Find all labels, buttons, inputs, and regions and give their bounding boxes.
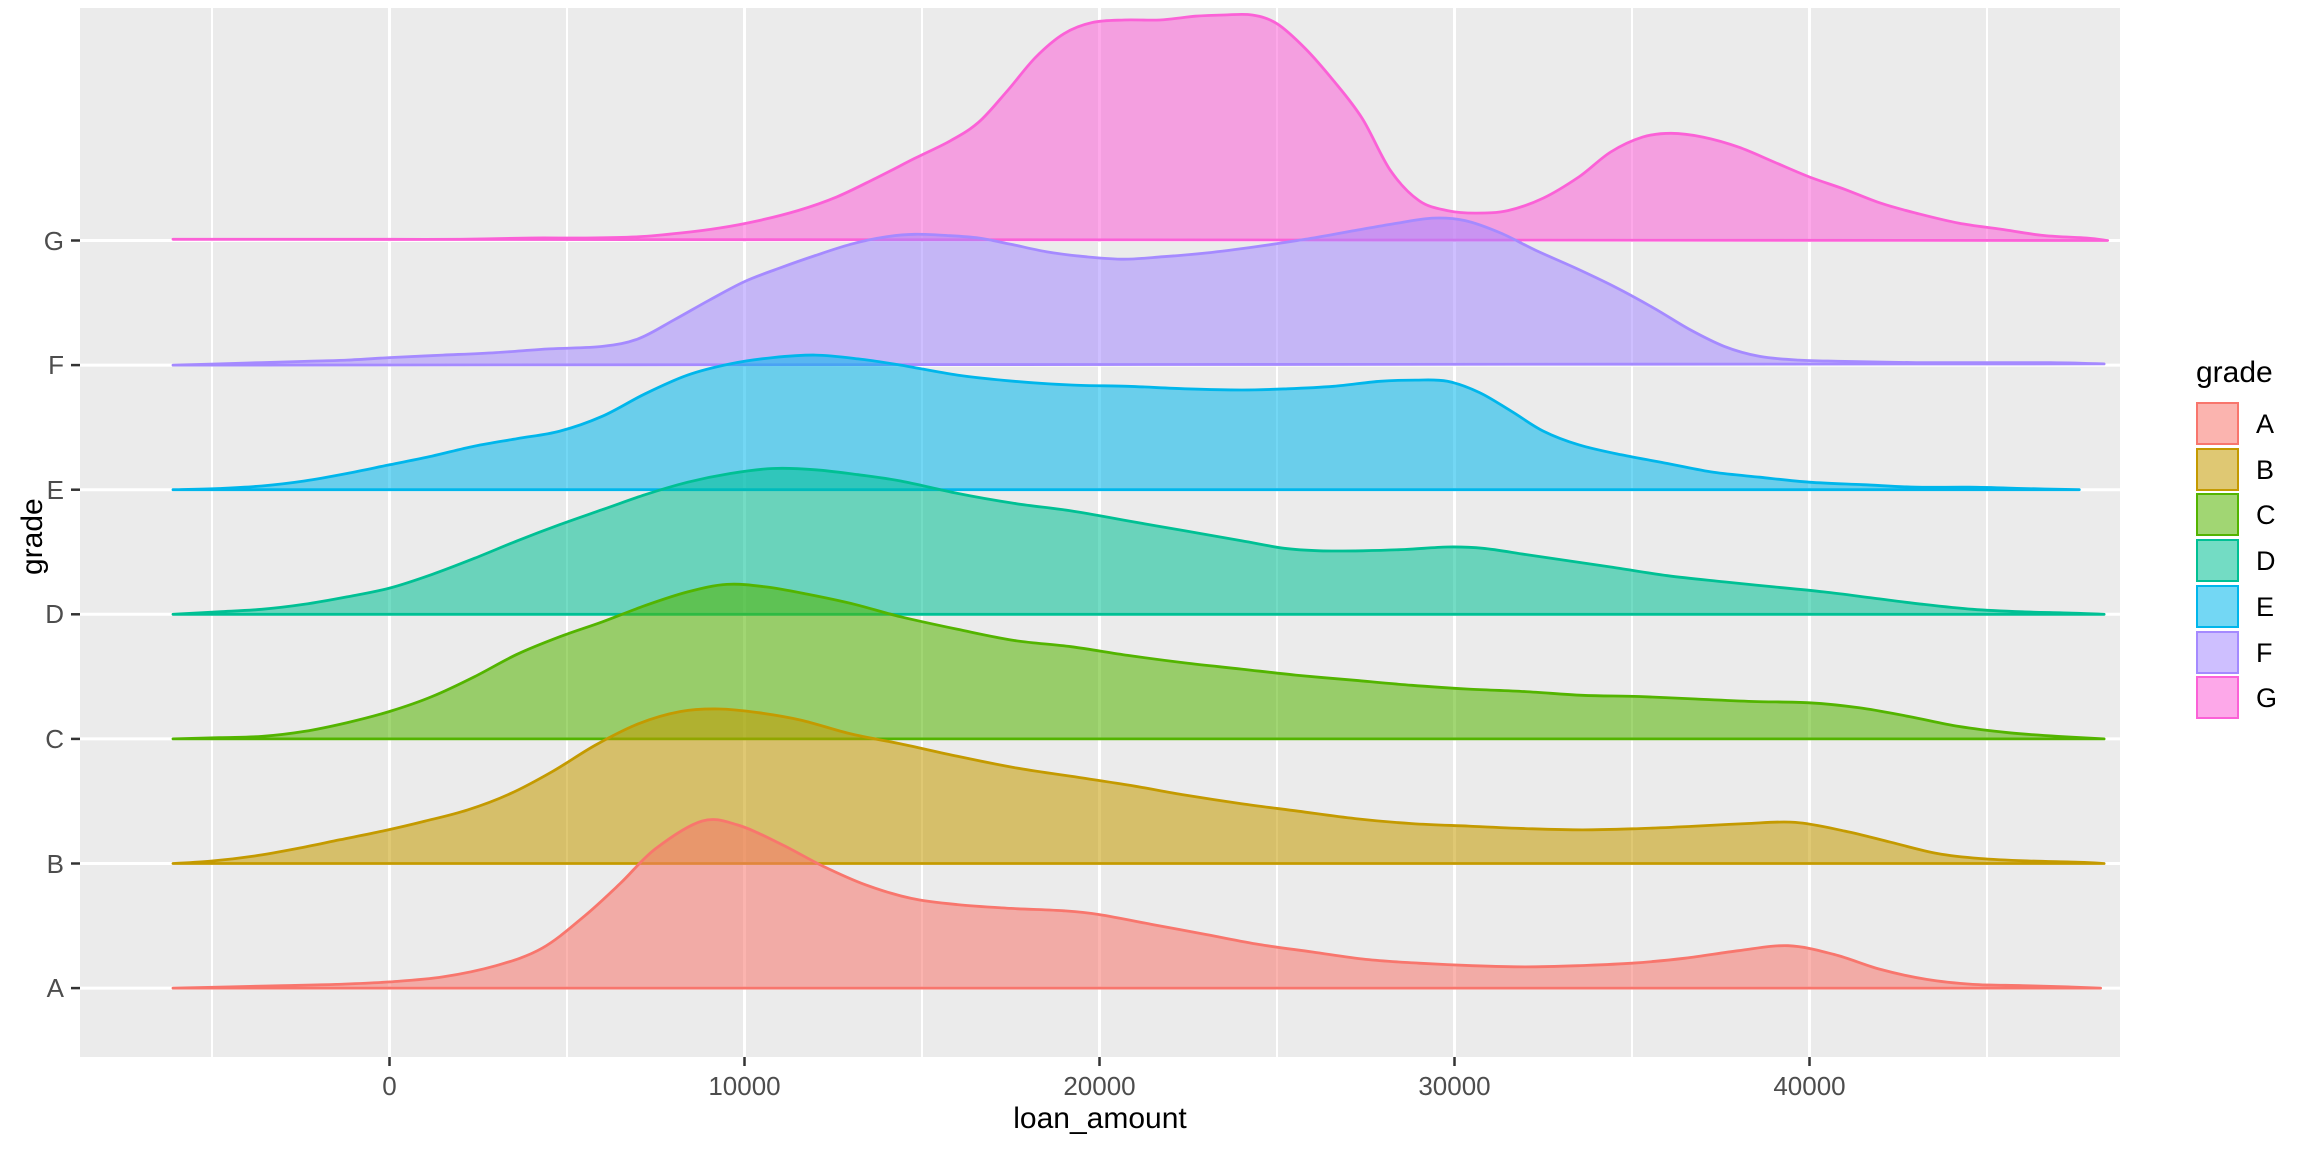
legend-label-F: F <box>2256 637 2273 668</box>
y-tick-label-D: D <box>45 599 64 630</box>
ridge-B <box>171 707 2106 865</box>
ridge-F <box>171 216 2106 367</box>
legend-label-C: C <box>2256 500 2276 531</box>
y-axis-title: grade <box>16 498 49 575</box>
legend-label-D: D <box>2256 546 2276 577</box>
y-tick-label-F: F <box>48 350 64 381</box>
y-tick-label-B: B <box>46 848 64 879</box>
legend-swatch-G <box>2196 676 2239 720</box>
legend-swatch-D <box>2196 539 2239 583</box>
y-tick-label-A: A <box>46 973 64 1004</box>
ridge-G <box>171 12 2110 242</box>
legend-label-E: E <box>2256 591 2275 622</box>
x-tick-label-30000: 30000 <box>1418 1071 1491 1101</box>
ridge-E <box>171 353 2081 492</box>
y-tick-label-G: G <box>43 225 64 256</box>
ridge-A <box>171 818 2102 990</box>
y-tick-label-C: C <box>45 723 64 754</box>
legend-label-G: G <box>2256 683 2278 714</box>
ridge-D <box>171 466 2106 616</box>
legend-label-B: B <box>2256 454 2275 485</box>
legend-label-A: A <box>2256 409 2275 439</box>
x-axis-title: loan_amount <box>1013 1102 1187 1135</box>
x-tick-label-40000: 40000 <box>1773 1071 1846 1101</box>
x-tick-label-20000: 20000 <box>1063 1071 1136 1101</box>
legend-swatch-C <box>2196 493 2239 537</box>
legend-swatch-F <box>2196 630 2239 674</box>
legend-swatch-A <box>2196 402 2239 445</box>
y-tick-label-E: E <box>46 474 64 505</box>
x-tick-label-0: 0 <box>382 1071 397 1101</box>
legend-title: grade <box>2196 356 2273 389</box>
ridge-C <box>171 582 2106 741</box>
x-tick-label-10000: 10000 <box>708 1071 781 1101</box>
legend-swatch-B <box>2196 447 2239 491</box>
legend-swatch-E <box>2196 584 2239 628</box>
